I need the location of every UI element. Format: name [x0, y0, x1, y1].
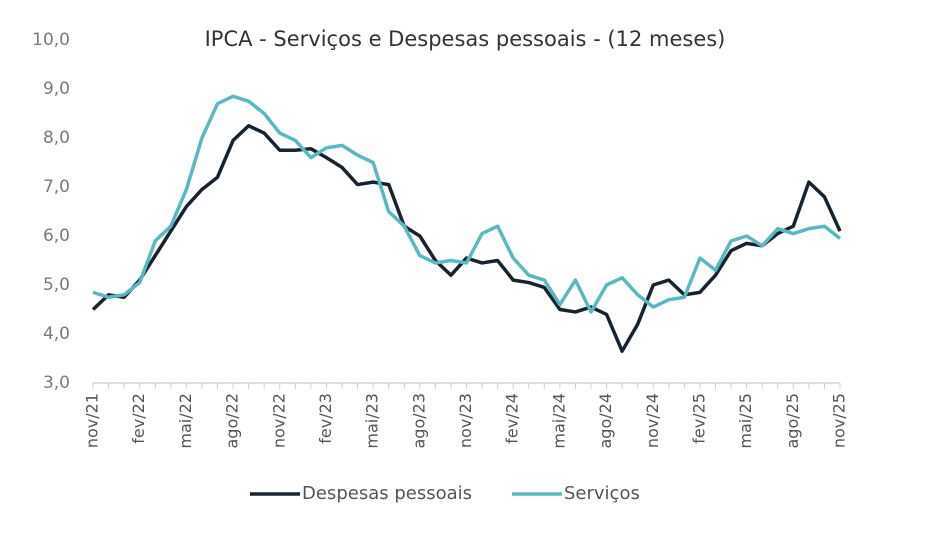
y-tick-label: 3,0: [43, 373, 70, 393]
x-tick-label: mai/24: [549, 393, 568, 449]
y-tick-label: 9,0: [43, 79, 70, 99]
x-tick-label: ago/23: [409, 393, 428, 449]
x-tick-label: fev/23: [316, 393, 335, 444]
x-tick-label: nov/25: [830, 393, 849, 448]
y-tick-label: 10,0: [32, 30, 70, 50]
y-tick-label: 5,0: [43, 275, 70, 295]
series-line: [91, 124, 842, 353]
legend-label: Serviços: [564, 483, 640, 504]
x-tick-label: nov/23: [456, 393, 475, 448]
x-tick-label: ago/22: [223, 393, 242, 449]
y-tick-label: 8,0: [43, 128, 70, 148]
x-tick-label: fev/25: [689, 393, 708, 444]
legend-label: Despesas pessoais: [302, 483, 472, 504]
series-line: [92, 94, 842, 314]
x-tick-label: nov/21: [83, 393, 102, 448]
y-tick-label: 4,0: [43, 324, 70, 344]
x-tick-label: mai/22: [176, 393, 195, 449]
x-tick-label: fev/24: [503, 393, 522, 444]
x-tick-label: nov/24: [643, 393, 662, 448]
x-tick-label: fev/22: [129, 393, 148, 444]
y-tick-label: 6,0: [43, 226, 70, 246]
x-tick-label: mai/25: [736, 393, 755, 449]
x-tick-label: ago/24: [596, 393, 615, 449]
x-tick-label: nov/22: [269, 393, 288, 448]
chart-title: IPCA - Serviços e Despesas pessoais - (1…: [205, 27, 726, 51]
x-tick-label: ago/25: [783, 393, 802, 449]
x-tick-label: mai/23: [363, 393, 382, 449]
y-tick-label: 7,0: [43, 177, 70, 197]
